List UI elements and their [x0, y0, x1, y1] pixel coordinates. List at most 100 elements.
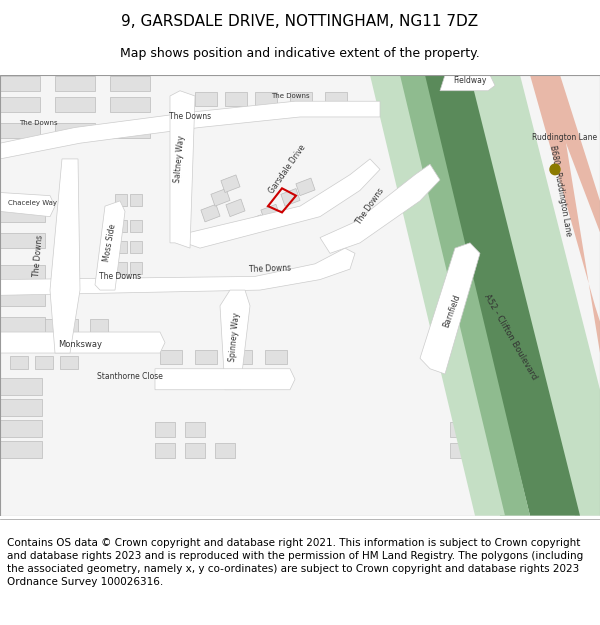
Bar	[230, 350, 252, 364]
Text: The Downs: The Downs	[169, 112, 211, 121]
Polygon shape	[95, 201, 125, 290]
Polygon shape	[155, 369, 295, 390]
Text: Monksway: Monksway	[58, 340, 102, 349]
Bar	[155, 443, 175, 458]
Bar	[290, 92, 312, 106]
Bar	[0, 265, 45, 279]
Bar	[0, 378, 42, 395]
Polygon shape	[490, 75, 600, 353]
Bar	[0, 97, 40, 112]
Text: Moss Side: Moss Side	[102, 223, 118, 262]
Polygon shape	[420, 243, 480, 374]
Bar	[281, 189, 300, 206]
Circle shape	[550, 164, 560, 174]
Bar	[0, 318, 45, 332]
Bar	[450, 443, 470, 458]
Bar	[110, 76, 150, 91]
Bar	[480, 354, 505, 369]
Text: Barnfield: Barnfield	[442, 293, 462, 329]
Polygon shape	[185, 159, 380, 248]
Bar	[155, 422, 175, 437]
Polygon shape	[320, 164, 440, 253]
Bar	[480, 422, 500, 437]
Text: B680 - Ruddington Lane: B680 - Ruddington Lane	[548, 144, 572, 237]
Bar	[480, 333, 505, 348]
Bar	[130, 262, 142, 274]
Bar	[0, 291, 45, 306]
Text: The Downs: The Downs	[99, 272, 141, 281]
Bar	[185, 443, 205, 458]
Bar	[0, 233, 45, 248]
Bar	[130, 194, 142, 206]
Bar	[450, 291, 475, 306]
Bar	[115, 220, 127, 232]
Bar	[0, 208, 45, 222]
Bar	[211, 189, 230, 206]
Polygon shape	[50, 159, 80, 353]
Bar	[130, 220, 142, 232]
Bar	[510, 422, 530, 437]
Bar	[130, 241, 142, 253]
Bar	[246, 215, 265, 232]
Polygon shape	[540, 75, 600, 232]
Bar	[195, 92, 217, 106]
Bar	[201, 204, 220, 222]
Text: The Downs: The Downs	[19, 120, 58, 126]
Bar	[221, 175, 240, 192]
Bar	[160, 350, 182, 364]
Bar	[55, 97, 95, 112]
Bar	[450, 333, 475, 348]
Bar	[195, 350, 217, 364]
Bar	[480, 270, 505, 285]
Polygon shape	[170, 91, 195, 248]
Polygon shape	[395, 75, 530, 516]
Polygon shape	[420, 75, 580, 516]
Text: The Downs: The Downs	[249, 264, 291, 274]
Bar	[480, 443, 500, 458]
Bar	[261, 204, 280, 222]
Bar	[10, 356, 28, 369]
Bar	[225, 92, 247, 106]
Bar	[296, 178, 315, 196]
Bar	[0, 399, 42, 416]
Text: Fieldway: Fieldway	[454, 76, 487, 85]
Text: Stanthorne Close: Stanthorne Close	[97, 372, 163, 381]
Text: The Downs: The Downs	[271, 93, 310, 99]
Bar	[90, 319, 108, 332]
Polygon shape	[0, 192, 55, 217]
Bar	[185, 422, 205, 437]
Bar	[450, 422, 470, 437]
Bar	[35, 319, 53, 332]
Polygon shape	[440, 75, 495, 91]
Text: Chaceley Way: Chaceley Way	[7, 200, 56, 206]
Bar	[226, 199, 245, 217]
Bar	[480, 312, 505, 327]
Bar	[0, 76, 40, 91]
Text: Contains OS data © Crown copyright and database right 2021. This information is : Contains OS data © Crown copyright and d…	[7, 538, 583, 587]
Bar	[115, 241, 127, 253]
Bar	[110, 123, 150, 138]
Text: A52 - Clifton Boulevard: A52 - Clifton Boulevard	[482, 293, 538, 382]
Text: Garsdale Drive: Garsdale Drive	[267, 143, 307, 196]
Bar	[480, 291, 505, 306]
Bar	[10, 319, 28, 332]
Bar	[0, 420, 42, 437]
Text: Map shows position and indicative extent of the property.: Map shows position and indicative extent…	[120, 48, 480, 61]
Bar	[55, 76, 95, 91]
Text: The Downs: The Downs	[32, 234, 44, 277]
Text: Spinney Way: Spinney Way	[229, 312, 242, 362]
Bar	[0, 123, 40, 138]
Bar	[35, 356, 53, 369]
Polygon shape	[466, 75, 600, 516]
Bar	[255, 92, 277, 106]
Bar	[510, 443, 530, 458]
Polygon shape	[0, 248, 355, 296]
Bar	[450, 270, 475, 285]
Polygon shape	[370, 75, 505, 516]
Text: Ruddington Lane: Ruddington Lane	[532, 134, 598, 142]
Bar	[540, 443, 560, 458]
Text: The Downs: The Downs	[354, 186, 386, 226]
Bar	[60, 356, 78, 369]
Bar	[450, 312, 475, 327]
Bar	[215, 443, 235, 458]
